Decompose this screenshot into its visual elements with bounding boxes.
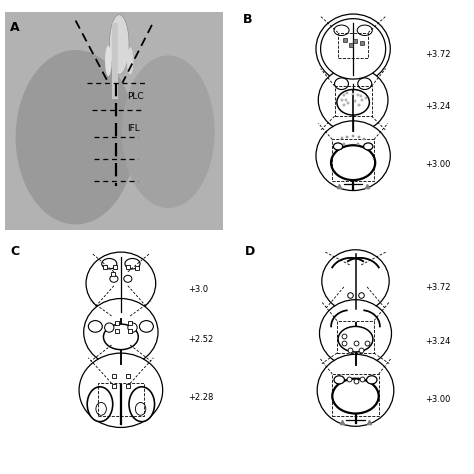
Ellipse shape [319,300,392,367]
Ellipse shape [136,402,146,415]
Ellipse shape [364,143,373,150]
Text: D: D [245,245,255,258]
Bar [338,33,368,58]
Text: +3.24: +3.24 [425,337,451,346]
Ellipse shape [103,324,138,350]
Ellipse shape [366,376,377,384]
Ellipse shape [334,25,349,36]
Text: PLC: PLC [127,92,144,101]
Bar [111,23,118,99]
Ellipse shape [317,354,394,426]
Ellipse shape [88,320,102,332]
Ellipse shape [322,250,389,312]
Text: +3.0: +3.0 [188,284,209,293]
Circle shape [128,323,137,332]
Ellipse shape [122,55,215,208]
Ellipse shape [332,379,379,413]
Bar [335,86,372,116]
Bar [332,139,374,181]
Text: +2.52: +2.52 [188,335,213,344]
Ellipse shape [96,402,106,415]
Ellipse shape [79,353,163,428]
Ellipse shape [316,14,390,84]
Ellipse shape [358,78,372,90]
Text: +3.24: +3.24 [425,102,450,111]
Text: C: C [10,245,20,258]
Ellipse shape [337,90,369,115]
Ellipse shape [331,145,375,180]
Text: IFL: IFL [127,124,139,133]
Ellipse shape [129,387,155,422]
Ellipse shape [333,143,343,150]
Ellipse shape [127,47,133,74]
Ellipse shape [316,121,390,191]
Ellipse shape [335,78,348,90]
Text: +3.72: +3.72 [425,50,451,59]
Ellipse shape [86,252,155,315]
Ellipse shape [109,15,129,74]
Ellipse shape [338,327,373,352]
Ellipse shape [124,275,132,283]
Text: +3.72: +3.72 [425,283,451,292]
Ellipse shape [357,25,372,36]
Ellipse shape [319,67,388,133]
Ellipse shape [102,258,117,269]
Circle shape [105,323,114,332]
Bar [332,374,379,416]
Ellipse shape [334,376,345,384]
Polygon shape [320,18,386,79]
Text: A: A [10,20,20,34]
Text: B: B [243,13,252,26]
Ellipse shape [139,320,154,332]
Ellipse shape [125,258,140,269]
Ellipse shape [16,50,136,225]
Ellipse shape [105,46,111,76]
Text: +2.28: +2.28 [188,392,214,401]
Text: +3.00: +3.00 [425,395,451,404]
Ellipse shape [84,299,158,366]
Ellipse shape [87,387,113,422]
Bar [337,320,374,353]
Bar [98,383,144,416]
Text: +3.00: +3.00 [425,160,450,169]
Ellipse shape [110,275,118,283]
